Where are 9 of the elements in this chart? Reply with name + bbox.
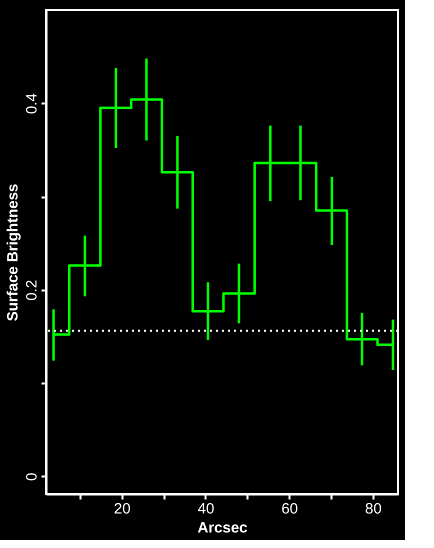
x-tick-label: 40 [198,500,214,518]
x-tick-label: 60 [281,500,298,518]
y-tick-label: 0.4 [24,93,40,114]
y-axis-title: Surface Brightness [4,184,22,322]
x-axis-title: Arcsec [197,520,248,536]
y-tick-label: 0.2 [24,280,40,301]
x-tick-label: 20 [114,500,131,518]
y-tick-label: 0 [24,472,40,481]
x-tick-label: 80 [365,500,382,518]
